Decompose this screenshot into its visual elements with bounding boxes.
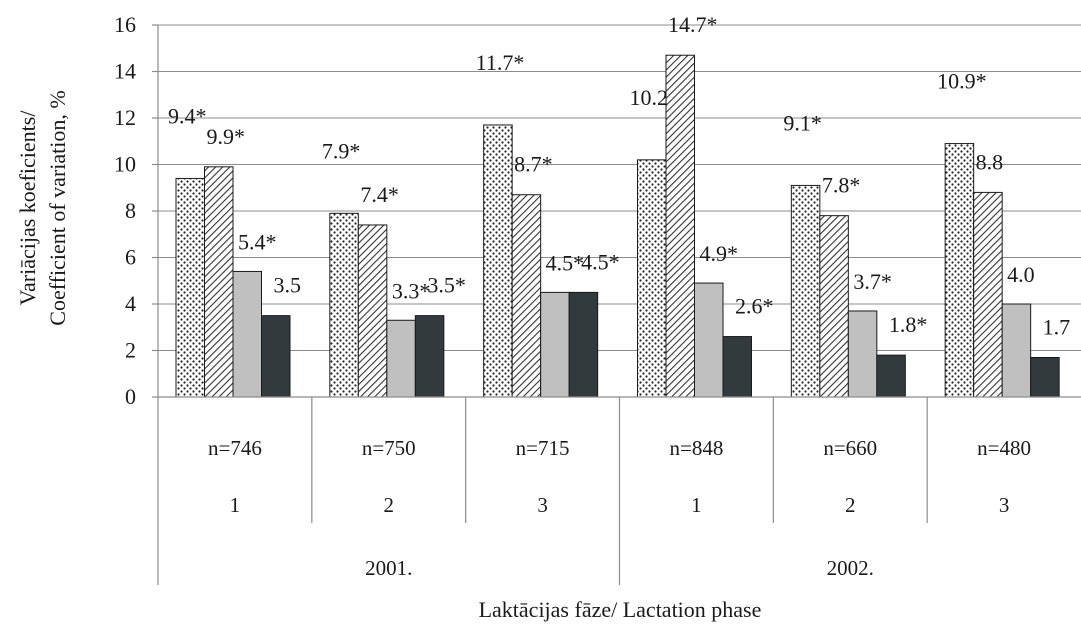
bar-group2-series3 xyxy=(386,319,416,398)
bar-group5-series2 xyxy=(819,215,849,398)
gridlines xyxy=(158,24,1081,351)
phase-label: 2 xyxy=(845,493,856,517)
y-tick-label: 0 xyxy=(125,384,136,409)
data-label: 4.0 xyxy=(1007,262,1035,287)
data-label: 3.3* xyxy=(392,278,431,303)
axis-titles: Variācijas koeficients/ Coefficient of v… xyxy=(15,90,761,622)
y-axis-title-line1: Variācijas koeficients/ xyxy=(15,110,40,306)
data-label: 3.7* xyxy=(853,269,892,294)
bar-group6-series4 xyxy=(1030,356,1060,398)
bar-group4-series3 xyxy=(694,282,724,398)
x-axis-title: Laktācijas fāze/ Lactation phase xyxy=(479,597,762,622)
data-label: 4.9* xyxy=(700,241,739,266)
bar-group4-series4 xyxy=(722,336,752,398)
bar-group2-series2 xyxy=(357,224,388,398)
data-label: 2.6* xyxy=(735,294,774,319)
y-axis-title-line2: Coefficient of variation, % xyxy=(45,90,70,325)
n-label: n=848 xyxy=(669,436,723,460)
y-tick-label: 4 xyxy=(125,291,136,316)
data-label: 4.5* xyxy=(581,249,620,274)
data-label: 5.4* xyxy=(238,229,277,254)
bar-group6-series1 xyxy=(944,143,975,398)
phase-label: 3 xyxy=(537,493,548,517)
y-tick-label: 16 xyxy=(114,12,136,37)
data-label: 7.9* xyxy=(322,138,361,163)
year-label: 2002. xyxy=(827,556,874,580)
y-tick-label: 10 xyxy=(114,152,136,177)
data-label: 9.1* xyxy=(783,110,822,135)
n-label: n=715 xyxy=(516,436,570,460)
bar-group3-series4 xyxy=(568,291,599,398)
n-label: n=480 xyxy=(977,436,1031,460)
y-tick-label: 14 xyxy=(114,59,136,84)
n-label: n=750 xyxy=(362,436,416,460)
data-label: 10.2 xyxy=(630,85,669,110)
data-label: 10.9* xyxy=(937,69,987,94)
data-label: 8.7* xyxy=(514,152,553,177)
y-tick-label: 8 xyxy=(125,198,136,223)
bar-group1-series1 xyxy=(175,177,205,398)
n-label: n=660 xyxy=(823,436,877,460)
bar-group2-series1 xyxy=(329,212,359,398)
bar-group1-series3 xyxy=(232,270,262,398)
data-label: 9.4* xyxy=(168,103,207,128)
phase-label: 3 xyxy=(999,493,1010,517)
data-label: 7.8* xyxy=(822,173,861,198)
bar-group5-series3 xyxy=(847,310,878,398)
phase-label: 1 xyxy=(230,493,241,517)
bar-group3-series3 xyxy=(540,291,570,398)
data-label: 1.7 xyxy=(1043,314,1071,339)
n-label: n=746 xyxy=(208,436,262,460)
data-label: 11.7* xyxy=(476,50,525,75)
bar-group6-series3 xyxy=(1001,303,1032,398)
bar-group2-series4 xyxy=(414,315,445,398)
bar-group1-series2 xyxy=(204,166,234,398)
y-tick-label: 12 xyxy=(114,105,136,130)
bar-group3-series2 xyxy=(511,194,542,398)
data-label: 3.5* xyxy=(427,273,466,298)
data-label: 14.7* xyxy=(668,12,718,37)
bar-group4-series1 xyxy=(637,159,667,398)
y-tick-label: 2 xyxy=(125,338,136,363)
bar-group5-series4 xyxy=(876,354,906,398)
axes: 0 2 4 6 8 10 12 14 16 n=746 1 n=750 2 n=715 3 n=848 1 n=6… xyxy=(114,12,1081,585)
bar-group5-series1 xyxy=(790,184,821,398)
phase-label: 1 xyxy=(691,493,702,517)
phase-label: 2 xyxy=(384,493,395,517)
data-label: 3.5 xyxy=(274,273,302,298)
data-label: 4.5* xyxy=(546,250,585,275)
data-label: 7.4* xyxy=(360,182,399,207)
data-label: 8.8 xyxy=(976,149,1004,174)
y-tick-label: 6 xyxy=(125,245,136,270)
bar-group1-series4 xyxy=(261,315,291,398)
bar-group4-series2 xyxy=(665,54,695,398)
year-label: 2001. xyxy=(365,556,412,580)
bars xyxy=(175,54,1060,398)
data-labels: 9.4*9.9* 5.4* 3.5 7.9* 7.4* 3.3*3.5* 11.7* 8.7*… xyxy=(168,12,1070,339)
data-label: 1.8* xyxy=(889,312,928,337)
bar-group6-series2 xyxy=(973,191,1003,398)
data-label: 9.9* xyxy=(207,124,246,149)
bar-group3-series1 xyxy=(483,124,513,398)
